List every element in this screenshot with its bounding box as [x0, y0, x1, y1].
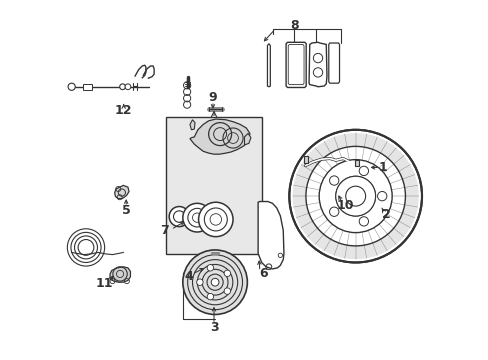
Text: 4: 4: [184, 270, 193, 283]
Polygon shape: [258, 202, 284, 269]
Circle shape: [224, 288, 230, 294]
Polygon shape: [308, 42, 326, 87]
Circle shape: [196, 279, 203, 285]
Text: 1: 1: [378, 161, 387, 174]
Circle shape: [335, 176, 375, 216]
Circle shape: [183, 203, 211, 232]
Circle shape: [329, 207, 338, 216]
Circle shape: [224, 270, 230, 276]
Circle shape: [120, 84, 125, 90]
Bar: [304, 156, 307, 163]
Circle shape: [359, 217, 368, 226]
Circle shape: [211, 278, 219, 286]
Text: 3: 3: [209, 321, 218, 334]
Circle shape: [319, 159, 391, 233]
Text: 2: 2: [381, 208, 390, 221]
Circle shape: [68, 83, 75, 90]
Circle shape: [335, 176, 375, 216]
Bar: [165, 117, 261, 253]
Circle shape: [169, 207, 189, 226]
Text: 12: 12: [115, 104, 132, 117]
Circle shape: [329, 176, 338, 185]
Circle shape: [207, 293, 213, 300]
Circle shape: [359, 166, 368, 176]
Circle shape: [125, 84, 131, 90]
Polygon shape: [110, 267, 130, 282]
Polygon shape: [328, 43, 339, 83]
Polygon shape: [285, 42, 305, 87]
Polygon shape: [190, 119, 249, 154]
Polygon shape: [267, 44, 270, 87]
Text: 10: 10: [335, 199, 353, 212]
Text: 5: 5: [122, 204, 130, 217]
Circle shape: [313, 68, 322, 77]
Text: 9: 9: [208, 91, 217, 104]
Circle shape: [183, 250, 247, 315]
Text: 8: 8: [290, 19, 298, 32]
Polygon shape: [115, 185, 129, 199]
Circle shape: [313, 53, 322, 63]
Bar: [83, 84, 92, 90]
Text: 7: 7: [160, 224, 169, 237]
Circle shape: [289, 130, 421, 262]
Circle shape: [207, 265, 213, 271]
Circle shape: [345, 186, 365, 206]
Circle shape: [377, 192, 386, 201]
Polygon shape: [244, 134, 250, 145]
Text: 11: 11: [96, 278, 113, 291]
Text: 6: 6: [259, 267, 267, 280]
Polygon shape: [190, 120, 195, 130]
Circle shape: [198, 202, 233, 237]
Bar: [354, 160, 358, 166]
